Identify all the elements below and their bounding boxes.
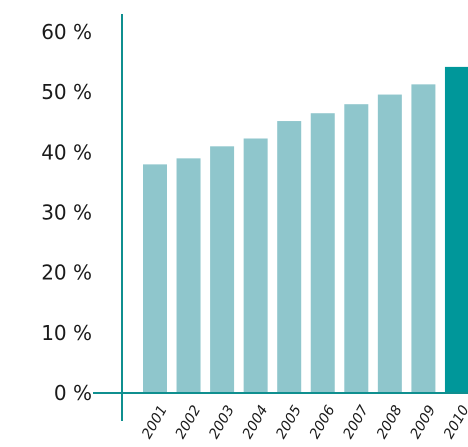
bar-2007 (344, 104, 369, 393)
x-tick-label: 2009 (407, 403, 439, 442)
y-tick-label: 50 % (41, 80, 92, 104)
x-tick-label: 2001 (139, 403, 171, 442)
x-tick-label: 2007 (340, 403, 372, 442)
bar-2008 (377, 94, 402, 393)
bar-2002 (176, 158, 201, 393)
y-tick-label: 20 % (41, 261, 92, 285)
x-tick-label: 2002 (173, 403, 205, 442)
x-tick-label: 2005 (273, 403, 305, 442)
bars (143, 66, 468, 394)
bar-2001 (143, 164, 167, 393)
bar-2006 (310, 113, 335, 393)
axes (93, 14, 468, 421)
y-tick-label: 60 % (41, 20, 92, 44)
bar-2003 (210, 146, 235, 393)
y-axis-tick-labels: 0 % 10 % 20 % 30 % 40 % 50 % 60 % (41, 20, 92, 405)
x-tick-label: 2006 (307, 403, 339, 442)
y-tick-label: 10 % (41, 321, 92, 345)
x-tick-label: 2004 (240, 403, 272, 442)
x-tick-label: 2008 (374, 403, 406, 442)
y-tick-label: 40 % (41, 140, 92, 164)
bar-2005 (277, 121, 302, 394)
bar-2010 (444, 66, 468, 394)
y-tick-label: 30 % (41, 201, 92, 225)
x-axis-tick-labels: 2001 2002 2003 2004 2005 2006 2007 2008 2009 2010 (139, 403, 468, 442)
x-tick-label: 2003 (206, 403, 238, 442)
x-tick-label: 2010 (441, 403, 468, 442)
y-tick-label: 0 % (54, 381, 92, 405)
bar-2009 (411, 84, 436, 393)
bar-2004 (243, 138, 268, 393)
